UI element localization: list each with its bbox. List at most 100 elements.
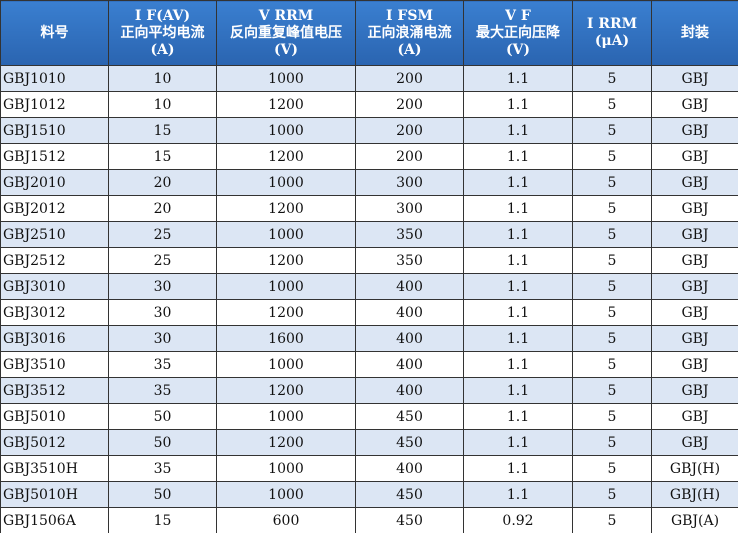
table-cell: 1000 bbox=[216, 273, 356, 300]
table-header: 料号 I F(AV) 正向平均电流 (A) V RRM 反向重复峰值电压 (V) I FSM 正… bbox=[0, 0, 738, 66]
table-cell: GBJ bbox=[651, 65, 738, 92]
table-cell: 1200 bbox=[216, 247, 356, 274]
header-line: V RRM bbox=[258, 7, 314, 24]
table-cell: 1000 bbox=[216, 117, 356, 144]
table-cell: 1600 bbox=[216, 325, 356, 352]
table-cell: 50 bbox=[108, 481, 217, 508]
table-cell: 1200 bbox=[216, 91, 356, 118]
table-cell: 25 bbox=[108, 247, 217, 274]
header-cell: I RRM (μA) bbox=[572, 0, 652, 66]
header-line: 封装 bbox=[681, 24, 709, 41]
table-cell: 1200 bbox=[216, 429, 356, 456]
table-cell: 5 bbox=[572, 247, 652, 274]
table-cell: 1.1 bbox=[463, 455, 573, 482]
table-cell: 1.1 bbox=[463, 91, 573, 118]
table-cell: GBJ2512 bbox=[0, 247, 109, 274]
table-cell: 15 bbox=[108, 143, 217, 170]
table-cell: 1000 bbox=[216, 221, 356, 248]
table-row: GBJ3510H 35 1000 400 1.1 5 GBJ(H) bbox=[0, 455, 738, 482]
table-cell: 1000 bbox=[216, 65, 356, 92]
table-cell: 25 bbox=[108, 221, 217, 248]
table-cell: GBJ bbox=[651, 403, 738, 430]
table-cell: 5 bbox=[572, 91, 652, 118]
table-cell: 1.1 bbox=[463, 143, 573, 170]
header-line: I F(AV) bbox=[134, 7, 191, 24]
table-cell: 1.1 bbox=[463, 325, 573, 352]
table-cell: GBJ3510 bbox=[0, 351, 109, 378]
table-cell: 1.1 bbox=[463, 429, 573, 456]
header-line: 反向重复峰值电压 bbox=[230, 24, 342, 41]
table-cell: 400 bbox=[355, 273, 464, 300]
table-row: GBJ3512 35 1200 400 1.1 5 GBJ bbox=[0, 377, 738, 404]
header-line: (V) bbox=[273, 41, 299, 58]
table-cell: GBJ bbox=[651, 377, 738, 404]
table-cell: 5 bbox=[572, 143, 652, 170]
table-cell: GBJ bbox=[651, 117, 738, 144]
table-cell: GBJ bbox=[651, 195, 738, 222]
header-line: I RRM bbox=[586, 16, 638, 32]
header-cell: 料号 bbox=[0, 0, 109, 66]
table-cell: 1.1 bbox=[463, 195, 573, 222]
header-line: (A) bbox=[150, 41, 175, 58]
table-cell: GBJ1512 bbox=[0, 143, 109, 170]
table-cell: 1.1 bbox=[463, 481, 573, 508]
table-cell: 35 bbox=[108, 455, 217, 482]
table-cell: GBJ5010H bbox=[0, 481, 109, 508]
table-cell: 5 bbox=[572, 273, 652, 300]
table-cell: 200 bbox=[355, 143, 464, 170]
table-cell: GBJ bbox=[651, 299, 738, 326]
table-cell: GBJ bbox=[651, 325, 738, 352]
table-row: GBJ2012 20 1200 300 1.1 5 GBJ bbox=[0, 195, 738, 222]
table-cell: 1.1 bbox=[463, 65, 573, 92]
table-cell: 400 bbox=[355, 455, 464, 482]
table-cell: GBJ1010 bbox=[0, 65, 109, 92]
header-row: 料号 I F(AV) 正向平均电流 (A) V RRM 反向重复峰值电压 (V) I FSM 正… bbox=[0, 0, 738, 66]
table-cell: 5 bbox=[572, 455, 652, 482]
table-cell: GBJ(A) bbox=[651, 507, 738, 533]
table-cell: 1200 bbox=[216, 299, 356, 326]
header-line: I FSM bbox=[386, 7, 433, 24]
table-cell: 20 bbox=[108, 195, 217, 222]
table-cell: 1200 bbox=[216, 377, 356, 404]
table-cell: GBJ1012 bbox=[0, 91, 109, 118]
table-cell: 5 bbox=[572, 507, 652, 533]
table-cell: GBJ bbox=[651, 247, 738, 274]
table-cell: 350 bbox=[355, 247, 464, 274]
table-row: GBJ1506A 15 600 450 0.92 5 GBJ(A) bbox=[0, 507, 738, 533]
table-cell: GBJ bbox=[651, 91, 738, 118]
table-row: GBJ2010 20 1000 300 1.1 5 GBJ bbox=[0, 169, 738, 196]
table-cell: 5 bbox=[572, 221, 652, 248]
table-row: GBJ1510 15 1000 200 1.1 5 GBJ bbox=[0, 117, 738, 144]
header-line: 正向平均电流 bbox=[120, 24, 205, 41]
table-cell: GBJ2510 bbox=[0, 221, 109, 248]
table-cell: 1000 bbox=[216, 455, 356, 482]
table-cell: GBJ bbox=[651, 143, 738, 170]
table-cell: GBJ bbox=[651, 273, 738, 300]
table-cell: 5 bbox=[572, 299, 652, 326]
table-cell: GBJ bbox=[651, 429, 738, 456]
table-cell: 1.1 bbox=[463, 221, 573, 248]
table-cell: 50 bbox=[108, 429, 217, 456]
table-cell: 5 bbox=[572, 117, 652, 144]
table-cell: 5 bbox=[572, 195, 652, 222]
table-cell: 400 bbox=[355, 299, 464, 326]
table-cell: GBJ(H) bbox=[651, 481, 738, 508]
table-cell: 200 bbox=[355, 91, 464, 118]
table-cell: 450 bbox=[355, 429, 464, 456]
table-cell: GBJ1510 bbox=[0, 117, 109, 144]
table-cell: GBJ3010 bbox=[0, 273, 109, 300]
table-cell: 400 bbox=[355, 351, 464, 378]
table-cell: 1200 bbox=[216, 195, 356, 222]
table-cell: 50 bbox=[108, 403, 217, 430]
table-cell: 30 bbox=[108, 273, 217, 300]
table-cell: 450 bbox=[355, 507, 464, 533]
table-cell: 1.1 bbox=[463, 169, 573, 196]
table-cell: 1.1 bbox=[463, 117, 573, 144]
table-cell: GBJ3016 bbox=[0, 325, 109, 352]
table-cell: GBJ bbox=[651, 221, 738, 248]
table-row: GBJ5010 50 1000 450 1.1 5 GBJ bbox=[0, 403, 738, 430]
table-body: GBJ1010 10 1000 200 1.1 5 GBJ GBJ1012 10 1200 200 1… bbox=[0, 65, 738, 533]
table-cell: 5 bbox=[572, 351, 652, 378]
table-row: GBJ5012 50 1200 450 1.1 5 GBJ bbox=[0, 429, 738, 456]
